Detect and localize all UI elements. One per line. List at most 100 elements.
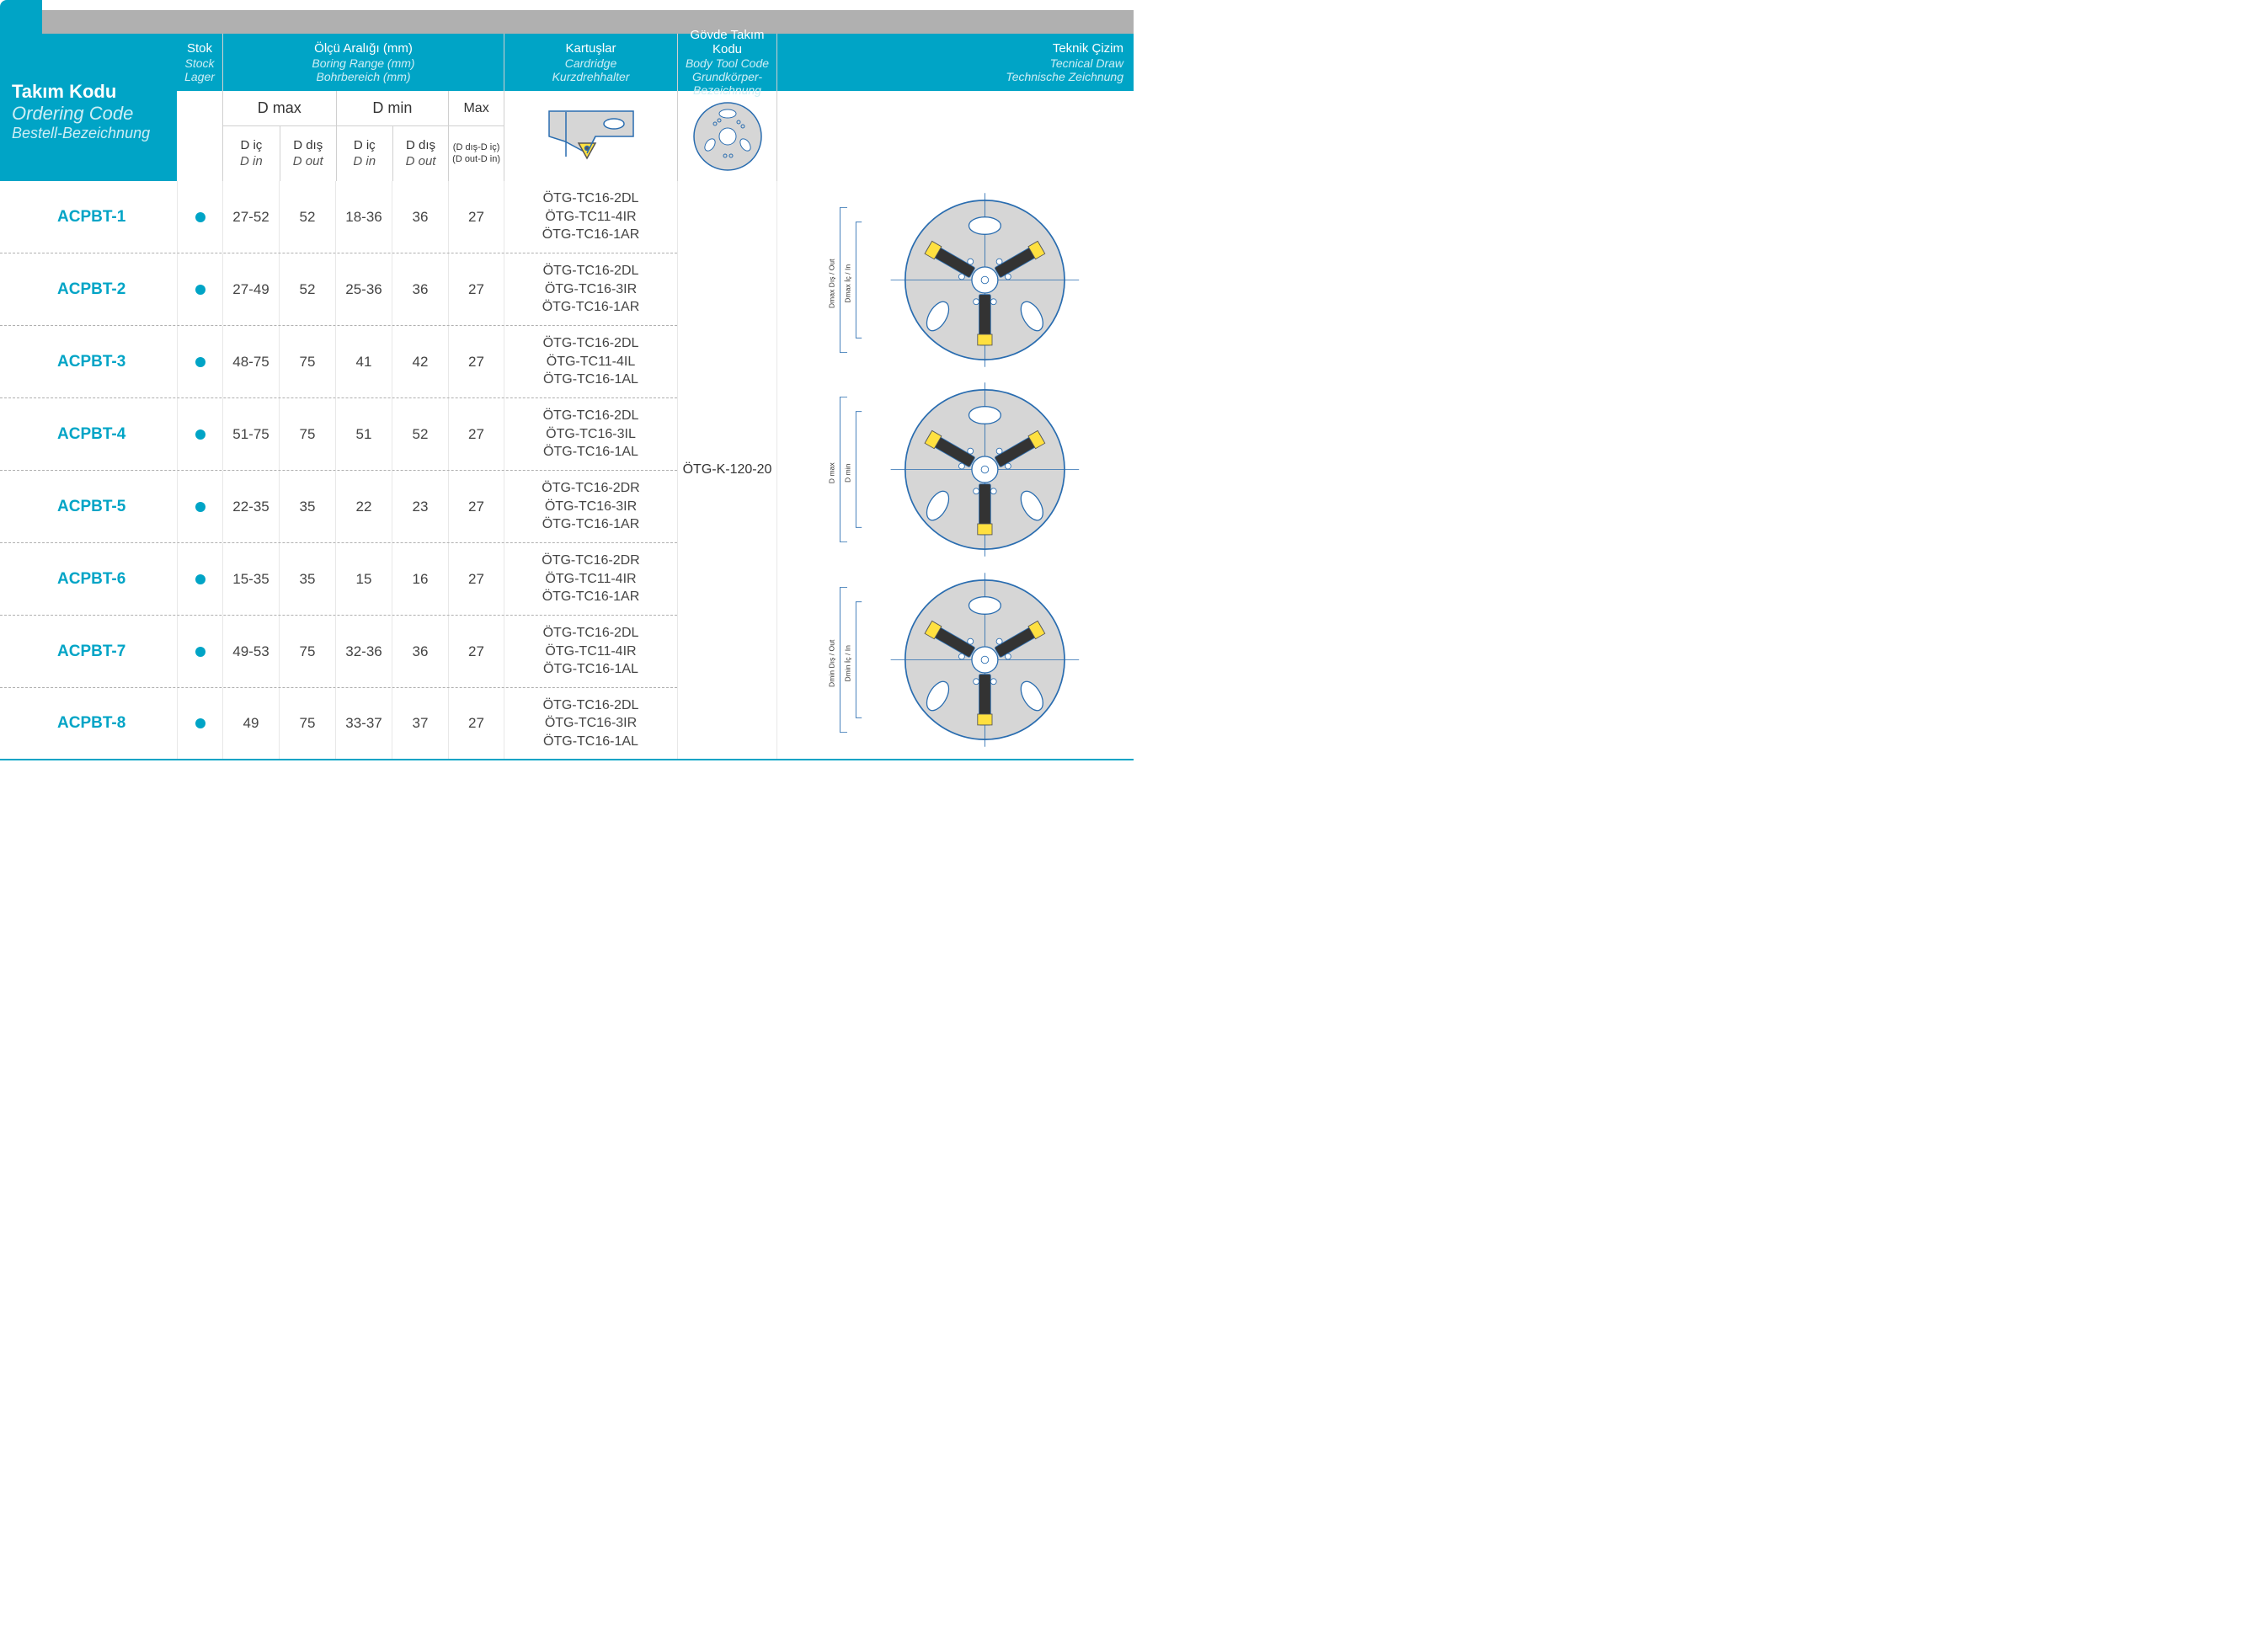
max-sub1: (D dış-D iç) bbox=[453, 142, 500, 153]
svg-text:D max: D max bbox=[827, 462, 835, 484]
stock-en: Stock bbox=[179, 56, 221, 70]
dmax-out: 35 bbox=[279, 543, 335, 615]
ordering-code: ACPBT-7 bbox=[0, 616, 177, 687]
table-row: ACPBT-8 497533-373727ÖTG-TC16-2DLÖTG-TC16… bbox=[0, 688, 677, 760]
dmin-in-tr: D iç bbox=[354, 138, 376, 154]
dmax-in-en: D in bbox=[240, 154, 263, 170]
dmin-in: 22 bbox=[335, 471, 392, 542]
dmin-out: 36 bbox=[392, 253, 448, 325]
sub-dmin: D min D içD in D dışD out bbox=[336, 91, 449, 181]
dmax-out: 75 bbox=[279, 616, 335, 687]
dmax-in: 49 bbox=[222, 688, 279, 759]
cartridge-icon bbox=[536, 103, 646, 170]
max-diff: 27 bbox=[448, 326, 504, 397]
dmin-in: 32-36 bbox=[335, 616, 392, 687]
stock-dot bbox=[177, 471, 222, 542]
range-tr: Ölçü Aralığı (mm) bbox=[225, 41, 502, 56]
dmax-in: 48-75 bbox=[222, 326, 279, 397]
dmax-out: 75 bbox=[279, 398, 335, 470]
header-line-en: Ordering Code bbox=[12, 103, 168, 125]
draw-de: Technische Zeichnung bbox=[1006, 70, 1123, 83]
max-diff: 27 bbox=[448, 616, 504, 687]
grey-bar bbox=[42, 10, 1134, 34]
draw-tr: Teknik Çizim bbox=[1053, 41, 1123, 56]
cartridge-list: ÖTG-TC16-2DLÖTG-TC11-4ILÖTG-TC16-1AL bbox=[504, 326, 677, 397]
dmax-out-en: D out bbox=[293, 154, 323, 170]
sub-dmax: D max D içD in D dışD out bbox=[223, 91, 336, 181]
ordering-code-header: Takım Kodu Ordering Code Bestell-Bezeich… bbox=[0, 34, 177, 181]
cart-en: Cardridge bbox=[506, 56, 675, 70]
dmax-in: 15-35 bbox=[222, 543, 279, 615]
ordering-code: ACPBT-1 bbox=[0, 181, 177, 253]
right-block: ÖTG-K-120-20 bbox=[677, 181, 1134, 760]
svg-text:Dmax Dış / Out: Dmax Dış / Out bbox=[827, 259, 835, 308]
ordering-code: ACPBT-5 bbox=[0, 471, 177, 542]
data-body: ACPBT-127-525218-363627ÖTG-TC16-2DLÖTG-T… bbox=[0, 181, 1134, 760]
body-tool-icon bbox=[690, 99, 766, 174]
stock-dot bbox=[177, 253, 222, 325]
table-row: ACPBT-522-3535222327ÖTG-TC16-2DRÖTG-TC16… bbox=[0, 471, 677, 543]
catalog-table: Takım Kodu Ordering Code Bestell-Bezeich… bbox=[0, 0, 1134, 760]
body-en: Body Tool Code bbox=[680, 56, 775, 70]
cartridge-list: ÖTG-TC16-2DRÖTG-TC11-4IRÖTG-TC16-1AR bbox=[504, 543, 677, 615]
stock-dot bbox=[177, 326, 222, 397]
dmax-out: 75 bbox=[279, 688, 335, 759]
dmin-out: 42 bbox=[392, 326, 448, 397]
stock-dot bbox=[177, 398, 222, 470]
dmin-in: 33-37 bbox=[335, 688, 392, 759]
svg-text:Dmin Dış / Out: Dmin Dış / Out bbox=[827, 639, 835, 687]
dmin-in: 51 bbox=[335, 398, 392, 470]
svg-text:Dmin İç / In: Dmin İç / In bbox=[843, 645, 851, 682]
cart-de: Kurzdrehhalter bbox=[506, 70, 675, 83]
max-diff: 27 bbox=[448, 688, 504, 759]
tab-notch bbox=[0, 0, 42, 34]
dmax-out: 52 bbox=[279, 181, 335, 253]
technical-drawings: Dmax Dış / Out Dmax İç / In bbox=[776, 181, 1134, 759]
header-line-de: Bestell-Bezeichnung bbox=[12, 125, 168, 142]
dmin-out: 37 bbox=[392, 688, 448, 759]
dmin-in: 18-36 bbox=[335, 181, 392, 253]
max-diff: 27 bbox=[448, 181, 504, 253]
col-bodycode: Gövde Takım Kodu Body Tool Code Grundkör… bbox=[677, 34, 776, 181]
cartridge-list: ÖTG-TC16-2DLÖTG-TC11-4IRÖTG-TC16-1AL bbox=[504, 616, 677, 687]
dmin-out-tr: D dış bbox=[406, 138, 435, 154]
header-line-tr: Takım Kodu bbox=[12, 81, 168, 103]
svg-text:Dmax İç / In: Dmax İç / In bbox=[843, 264, 851, 303]
max-diff: 27 bbox=[448, 471, 504, 542]
dmin-out: 52 bbox=[392, 398, 448, 470]
table-row: ACPBT-348-7575414227ÖTG-TC16-2DLÖTG-TC11… bbox=[0, 326, 677, 398]
stock-dot bbox=[177, 181, 222, 253]
cartridge-list: ÖTG-TC16-2DLÖTG-TC16-3IRÖTG-TC16-1AL bbox=[504, 688, 677, 759]
table-row: ACPBT-615-3535151627ÖTG-TC16-2DRÖTG-TC11… bbox=[0, 543, 677, 616]
technical-diagram: Dmax Dış / Out Dmax İç / In bbox=[825, 189, 1086, 371]
max-diff: 27 bbox=[448, 398, 504, 470]
sub-max: Max (D dış-D iç) (D out-D in) bbox=[448, 91, 504, 181]
table-row: ACPBT-749-537532-363627ÖTG-TC16-2DLÖTG-T… bbox=[0, 616, 677, 688]
max-sub2: (D out-D in) bbox=[452, 154, 500, 165]
body-de: Grundkörper-Bezeichnung bbox=[680, 70, 775, 97]
dmax-in: 22-35 bbox=[222, 471, 279, 542]
col-range: Ölçü Aralığı (mm) Boring Range (mm) Bohr… bbox=[222, 34, 504, 181]
stock-dot bbox=[177, 688, 222, 759]
technical-diagram: D max D min bbox=[825, 379, 1086, 560]
dmax-in: 27-49 bbox=[222, 253, 279, 325]
dmin-out: 16 bbox=[392, 543, 448, 615]
top-bar bbox=[0, 0, 1134, 34]
dmin-out: 36 bbox=[392, 616, 448, 687]
ordering-code: ACPBT-8 bbox=[0, 688, 177, 759]
dmax-out-tr: D dış bbox=[293, 138, 323, 154]
ordering-code: ACPBT-6 bbox=[0, 543, 177, 615]
col-cartridge: Kartuşlar Cardridge Kurzdrehhalter bbox=[504, 34, 677, 181]
header-columns: Stok Stock Lager Ölçü Aralığı (mm) Borin… bbox=[177, 34, 1134, 181]
range-en: Boring Range (mm) bbox=[225, 56, 502, 70]
table-row: ACPBT-127-525218-363627ÖTG-TC16-2DLÖTG-T… bbox=[0, 181, 677, 253]
cartridge-list: ÖTG-TC16-2DLÖTG-TC16-3IRÖTG-TC16-1AR bbox=[504, 253, 677, 325]
svg-text:D min: D min bbox=[843, 464, 851, 483]
dmax-out: 52 bbox=[279, 253, 335, 325]
body-code-cell: ÖTG-K-120-20 bbox=[677, 181, 776, 759]
ordering-code: ACPBT-2 bbox=[0, 253, 177, 325]
col-technical-draw: Teknik Çizim Tecnical Draw Technische Ze… bbox=[776, 34, 1134, 181]
table-row: ACPBT-227-495225-363627ÖTG-TC16-2DLÖTG-T… bbox=[0, 253, 677, 326]
dmin-title: D min bbox=[337, 91, 449, 126]
stock-tr: Stok bbox=[179, 41, 221, 56]
